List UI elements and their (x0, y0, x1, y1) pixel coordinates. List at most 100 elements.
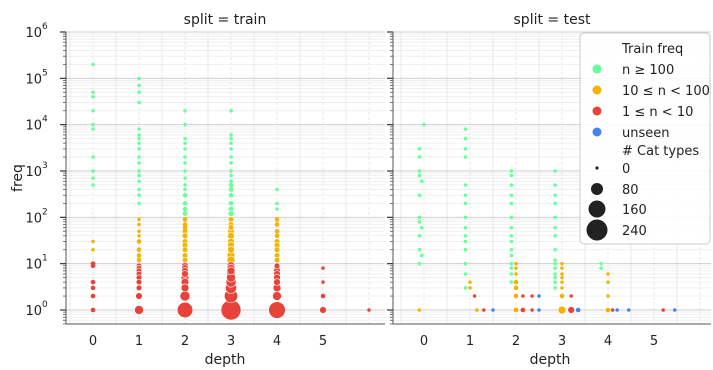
scatter-point (463, 234, 468, 238)
scatter-point (537, 308, 541, 312)
scatter-point (183, 141, 187, 145)
scatter-point (137, 90, 141, 95)
legend-size-label: 240 (622, 224, 647, 239)
scatter-point (417, 220, 422, 224)
scatter-point (274, 233, 280, 239)
panel-train-title: split = train (184, 12, 267, 28)
scatter-point (575, 307, 581, 313)
scatter-point (599, 261, 603, 266)
scatter-point (229, 155, 233, 159)
scatter-point (468, 286, 472, 290)
legend-hue-marker (592, 64, 602, 74)
scatter-point (228, 182, 234, 188)
scatter-point (417, 193, 422, 197)
panel-train-points (90, 62, 371, 321)
scatter-point (183, 183, 187, 187)
scatter-point (553, 266, 557, 270)
scatter-point (514, 272, 518, 276)
scatter-point (509, 215, 514, 220)
scatter-point (137, 127, 141, 131)
scatter-point (553, 280, 557, 284)
legend-size-marker (588, 200, 606, 218)
scatter-point (560, 261, 564, 266)
scatter-point (183, 176, 187, 180)
scatter-point (227, 210, 235, 217)
scatter-point (181, 232, 189, 239)
scatter-point (90, 263, 96, 269)
scatter-point (320, 293, 326, 299)
scatter-point (463, 127, 468, 131)
scatter-point (530, 294, 534, 298)
scatter-point (136, 247, 142, 253)
scatter-point (509, 183, 514, 187)
scatter-point (472, 294, 477, 298)
scatter-point (182, 192, 188, 198)
scatter-point (468, 280, 472, 284)
y-tick-exponent: 0 (42, 300, 48, 310)
scatter-point (91, 155, 95, 159)
scatter-point (509, 169, 514, 173)
scatter-point (509, 234, 514, 238)
scatter-point (229, 169, 233, 173)
scatter-point (521, 294, 525, 298)
scatter-point (553, 275, 557, 280)
scatter-point (137, 133, 141, 137)
scatter-point (136, 257, 142, 263)
scatter-point (229, 173, 233, 178)
scatter-point (91, 176, 95, 180)
y-axis-label: freq (10, 164, 26, 192)
scatter-point (463, 147, 468, 151)
scatter-point (90, 293, 96, 299)
y-tick-label: 10 (25, 304, 42, 319)
scatter-point (509, 280, 514, 284)
scatter-point (569, 294, 573, 298)
x-tick-label: 3 (227, 334, 235, 349)
legend: Train freq n ≥ 100 10 ≤ n < 100 1 ≤ n < 10… (579, 32, 711, 245)
y-tick-exponent: 2 (42, 207, 48, 217)
scatter-point (615, 308, 619, 312)
scatter-point (227, 246, 235, 254)
scatter-point (509, 173, 514, 178)
scatter-point (520, 307, 526, 313)
scatter-point (137, 147, 141, 151)
legend-size-marker (591, 183, 603, 195)
scatter-point (137, 234, 141, 238)
scatter-point (274, 228, 280, 234)
scatter-point (553, 169, 557, 173)
legend-hue-title: Train freq (621, 42, 683, 57)
scatter-point (91, 239, 95, 244)
scatter-point (229, 136, 233, 141)
panel-train-gridlines (66, 31, 385, 325)
x-tick-label: 2 (181, 334, 189, 349)
scatter-point (553, 215, 557, 220)
scatter-point (509, 261, 514, 266)
scatter-point (367, 308, 371, 312)
x-tick-label: 2 (512, 334, 520, 349)
y-tick-label: 10 (25, 72, 42, 87)
scatter-point (136, 239, 142, 244)
scatter-point (463, 286, 468, 290)
scatter-point (560, 280, 564, 284)
y-tick-label: 10 (25, 211, 42, 226)
scatter-point (90, 279, 96, 285)
scatter-point (560, 275, 564, 280)
scatter-point (183, 108, 187, 113)
scatter-point (228, 192, 234, 198)
scatter-point (183, 122, 187, 127)
x-tick-label: 1 (135, 334, 143, 349)
scatter-point (273, 246, 281, 253)
legend-hue-label: n ≥ 100 (622, 63, 674, 78)
scatter-point (509, 266, 514, 270)
panel-test-y-ticks (387, 31, 393, 325)
scatter-point (553, 258, 557, 262)
scatter-point (182, 211, 188, 216)
scatter-point (137, 169, 141, 173)
scatter-point (90, 285, 96, 291)
scatter-point (463, 272, 468, 276)
scatter-point (268, 301, 286, 319)
scatter-point (417, 147, 422, 151)
scatter-point (137, 222, 141, 227)
scatter-point (553, 286, 557, 290)
scatter-point (626, 308, 631, 312)
